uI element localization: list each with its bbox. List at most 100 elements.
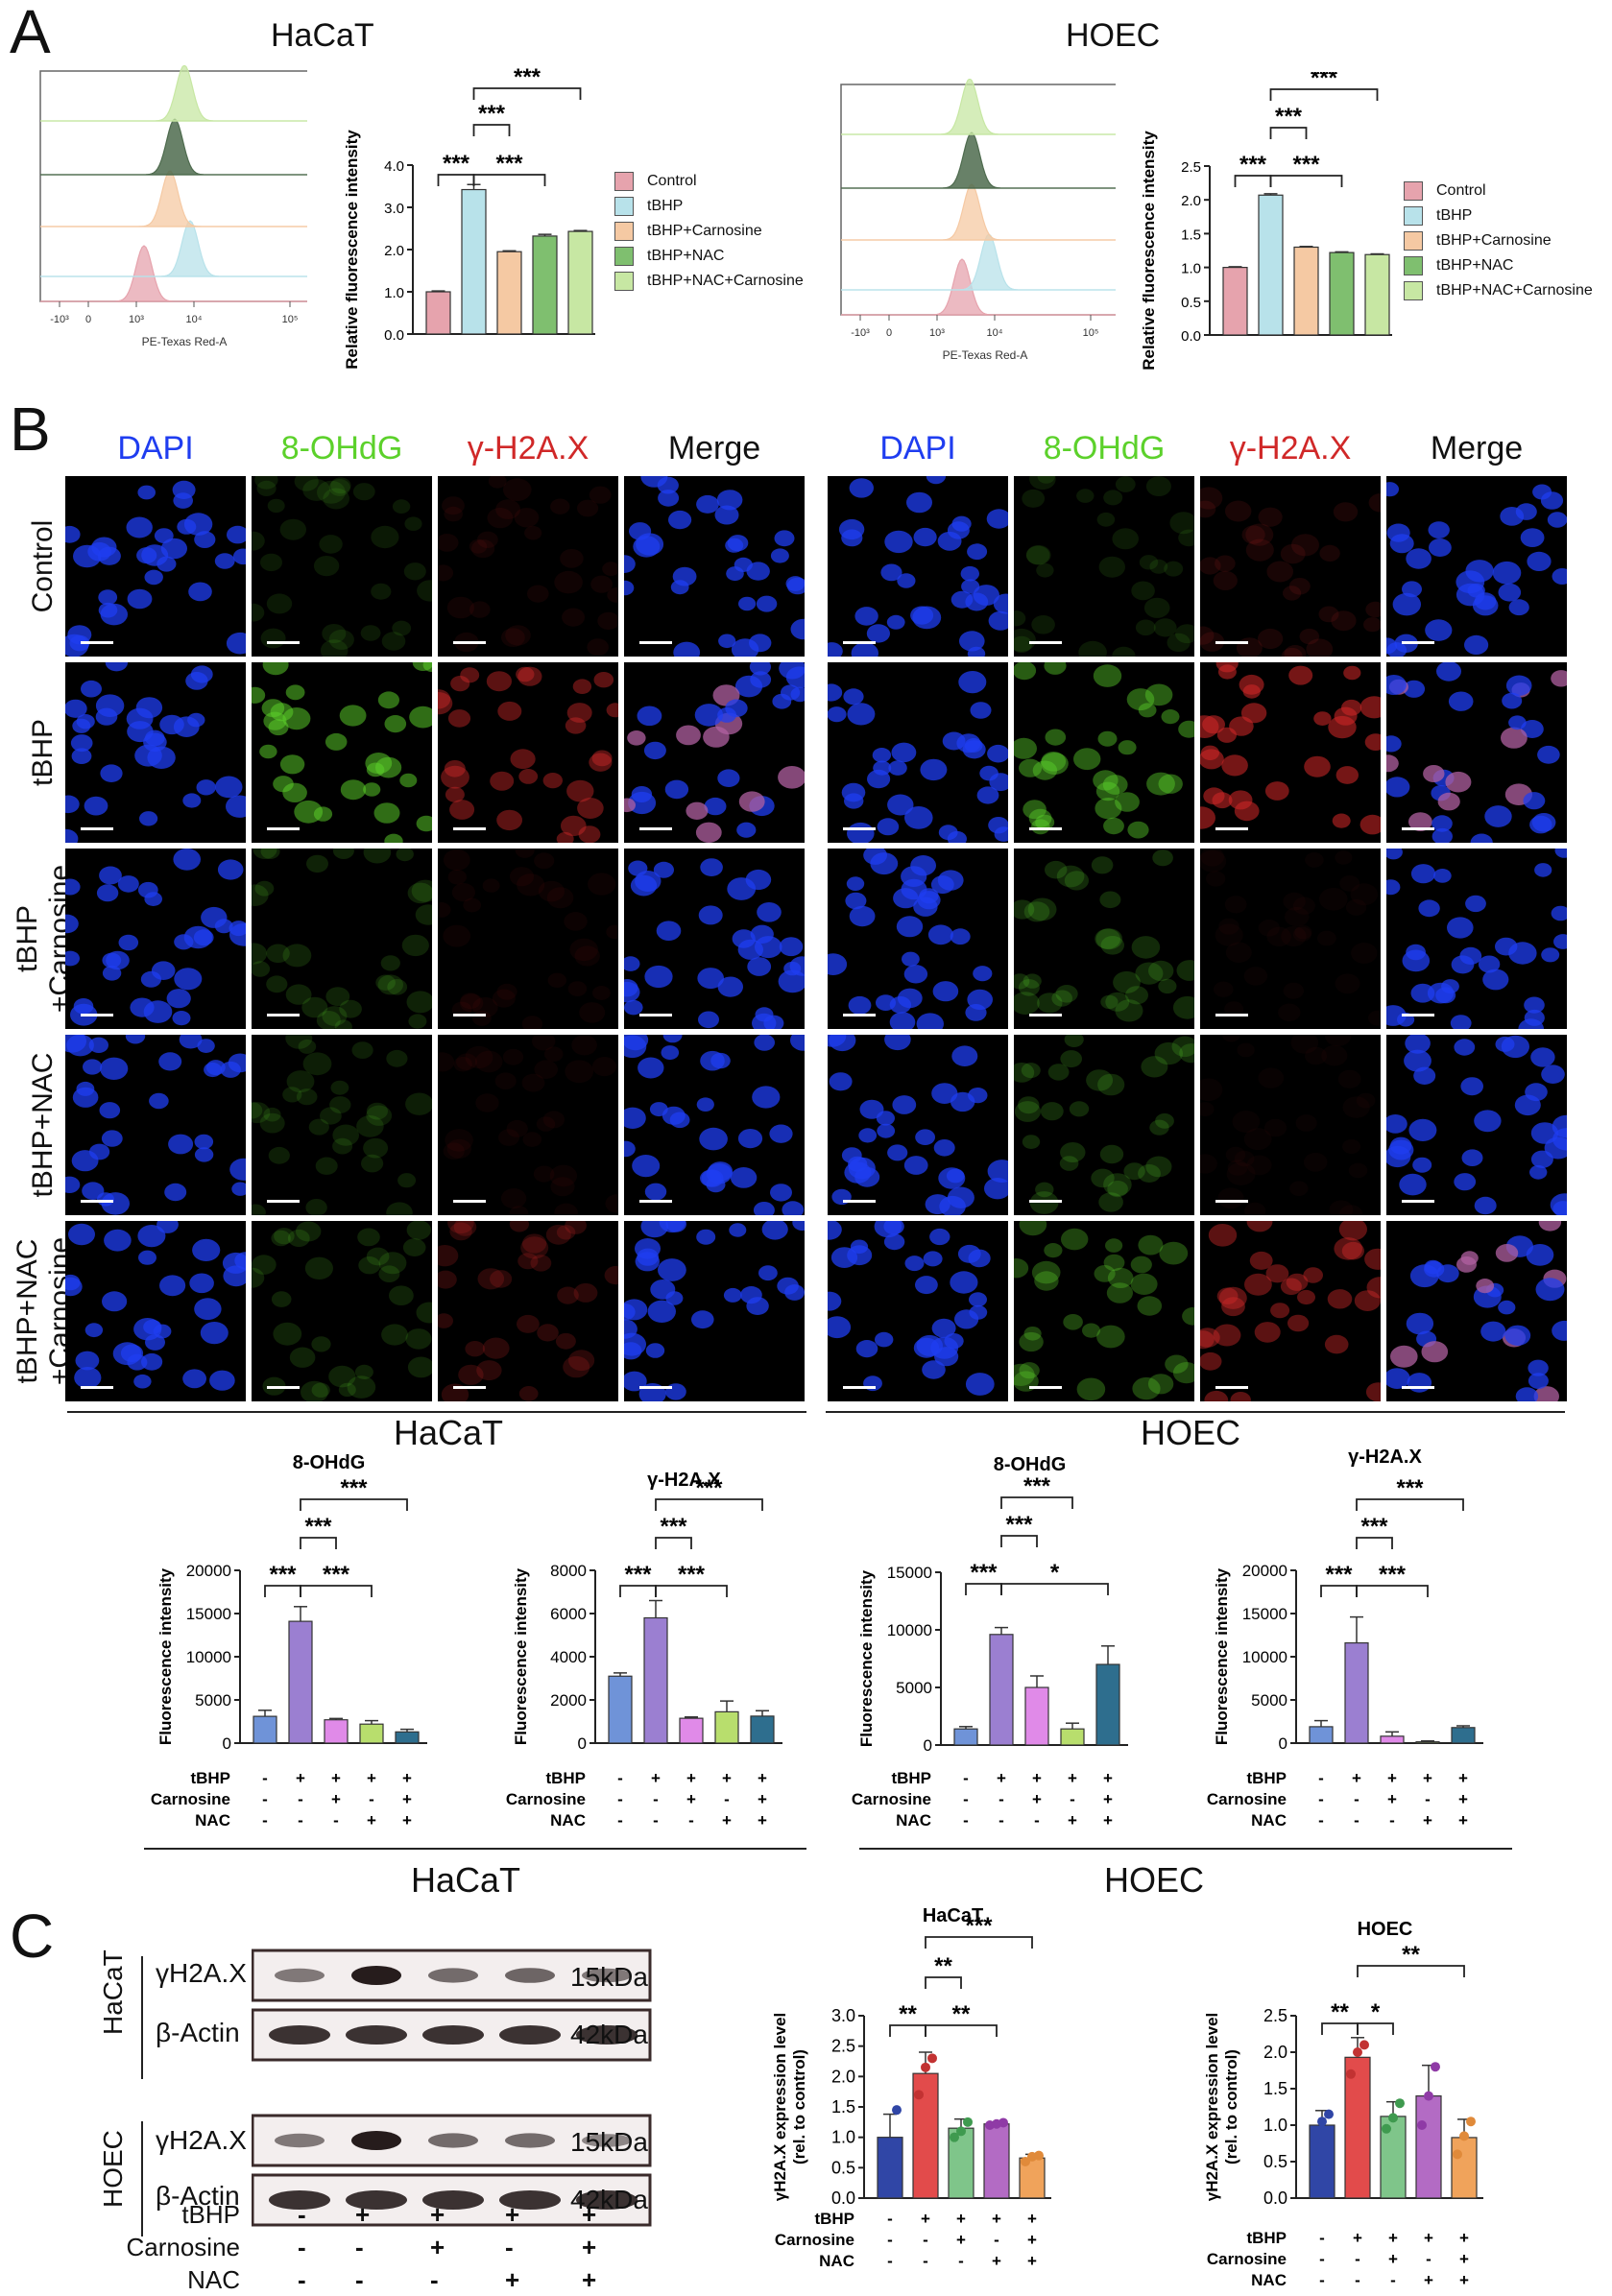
cell-nucleus xyxy=(1334,1237,1362,1260)
cell-nucleus xyxy=(209,1370,235,1391)
cell-nucleus xyxy=(1167,633,1191,653)
cell-nucleus xyxy=(173,492,193,509)
cell-nucleus xyxy=(1095,928,1120,949)
cell-nucleus xyxy=(778,766,805,789)
cell-nucleus xyxy=(386,1202,413,1215)
cell-nucleus xyxy=(444,760,466,777)
cell-nucleus xyxy=(1445,771,1472,793)
sig-label-2: *** xyxy=(1292,152,1320,178)
treatment-sign: + xyxy=(367,1811,376,1830)
sig-label-3: *** xyxy=(514,64,541,90)
cell-nucleus xyxy=(223,1265,246,1287)
cell-nucleus xyxy=(183,925,213,949)
cell-nucleus xyxy=(792,1221,805,1232)
cell-nucleus xyxy=(1014,899,1035,920)
cell-nucleus xyxy=(1226,1162,1256,1185)
cell-nucleus xyxy=(334,1019,352,1029)
cell-nucleus xyxy=(658,1258,686,1281)
bar-4 xyxy=(567,230,593,335)
cell-nucleus xyxy=(1103,817,1124,835)
cell-nucleus xyxy=(1200,500,1216,518)
cell-nucleus xyxy=(747,957,772,976)
cell-nucleus xyxy=(102,966,122,981)
treatment-sign: + xyxy=(1458,1811,1468,1830)
cell-nucleus xyxy=(1172,1362,1194,1384)
cell-nucleus xyxy=(1097,1073,1125,1096)
cell-nucleus xyxy=(1339,875,1360,892)
cell-nucleus xyxy=(443,849,470,871)
cell-nucleus xyxy=(933,1139,955,1157)
cell-nucleus xyxy=(550,1177,575,1197)
cell-nucleus xyxy=(1552,1320,1567,1341)
band-actin-2 xyxy=(422,2025,484,2045)
cell-nucleus xyxy=(317,480,346,504)
cell-nucleus xyxy=(1135,619,1156,636)
cell-nucleus xyxy=(579,1002,606,1023)
micrograph-hoec-2-0 xyxy=(828,849,1008,1029)
cell-nucleus xyxy=(1225,500,1252,522)
cell-nucleus xyxy=(1239,674,1264,695)
cell-nucleus xyxy=(757,902,782,922)
cell-nucleus xyxy=(962,740,986,759)
scale-bar xyxy=(453,1386,486,1389)
micrograph-hoec-1-0 xyxy=(828,662,1008,843)
cell-nucleus xyxy=(1099,891,1121,909)
y-tick-label: 0 xyxy=(924,1736,932,1755)
blot-treatment-sign: + xyxy=(582,2200,597,2229)
cell-nucleus xyxy=(1115,999,1143,1022)
sig-label-0: *** xyxy=(443,151,470,177)
cell-nucleus xyxy=(1454,1173,1477,1191)
legend-label: Control xyxy=(647,173,697,189)
cell-nucleus xyxy=(1266,926,1291,946)
cell-nucleus xyxy=(104,1229,132,1252)
cell-nucleus xyxy=(384,833,403,843)
cell-nucleus xyxy=(474,1050,503,1073)
cell-nucleus xyxy=(1484,805,1512,827)
bar-0 xyxy=(253,1715,277,1744)
cell-nucleus xyxy=(378,1252,407,1275)
cell-nucleus xyxy=(1141,1056,1168,1078)
cell-nucleus xyxy=(1524,996,1545,1014)
data-point xyxy=(1453,2149,1462,2160)
cell-nucleus xyxy=(1386,1368,1410,1389)
cell-nucleus xyxy=(1200,487,1223,510)
cell-nucleus xyxy=(1246,1155,1272,1176)
cell-nucleus xyxy=(135,697,163,719)
cell-nucleus xyxy=(1365,601,1381,618)
micrograph-hoec-3-1 xyxy=(1014,1035,1194,1215)
cell-nucleus xyxy=(159,1275,186,1297)
cell-nucleus xyxy=(1169,512,1194,535)
bar-3 xyxy=(1060,1728,1085,1746)
blot-label-actin-hoec: β-Actin xyxy=(156,2181,240,2211)
cell-nucleus xyxy=(969,1304,988,1320)
scale-bar xyxy=(267,1200,300,1203)
flow-tick-label: 0 xyxy=(886,327,892,339)
cell-nucleus xyxy=(1333,502,1359,522)
treatment-sign: + xyxy=(331,1790,341,1808)
cell-nucleus xyxy=(65,950,80,967)
cell-nucleus xyxy=(738,596,757,611)
cell-nucleus xyxy=(1221,1297,1245,1317)
cell-nucleus xyxy=(931,1318,956,1338)
cell-nucleus xyxy=(1225,1146,1246,1163)
legend-label: tBHP+Carnosine xyxy=(1436,232,1552,249)
cell-nucleus xyxy=(1069,1101,1090,1117)
cell-nucleus xyxy=(1021,1063,1041,1079)
cell-nucleus xyxy=(260,849,280,859)
cell-nucleus xyxy=(565,717,587,734)
blot-treatment-sign: + xyxy=(582,2265,597,2294)
sig-bracket-3 xyxy=(1000,1496,1073,1509)
cell-nucleus xyxy=(1535,1278,1565,1302)
flow-peak-0 xyxy=(841,79,1116,135)
cell-nucleus xyxy=(273,1322,302,1346)
cell-nucleus xyxy=(986,509,1008,529)
cell-nucleus xyxy=(901,878,927,900)
cell-nucleus xyxy=(356,1115,384,1137)
cell-nucleus xyxy=(401,934,429,957)
bar-0 xyxy=(1309,1726,1334,1744)
scale-bar xyxy=(81,1014,113,1016)
treatment-sign: + xyxy=(402,1769,412,1787)
cell-nucleus xyxy=(1115,476,1136,492)
cell-nucleus xyxy=(849,905,876,927)
cell-nucleus xyxy=(1552,1201,1567,1215)
